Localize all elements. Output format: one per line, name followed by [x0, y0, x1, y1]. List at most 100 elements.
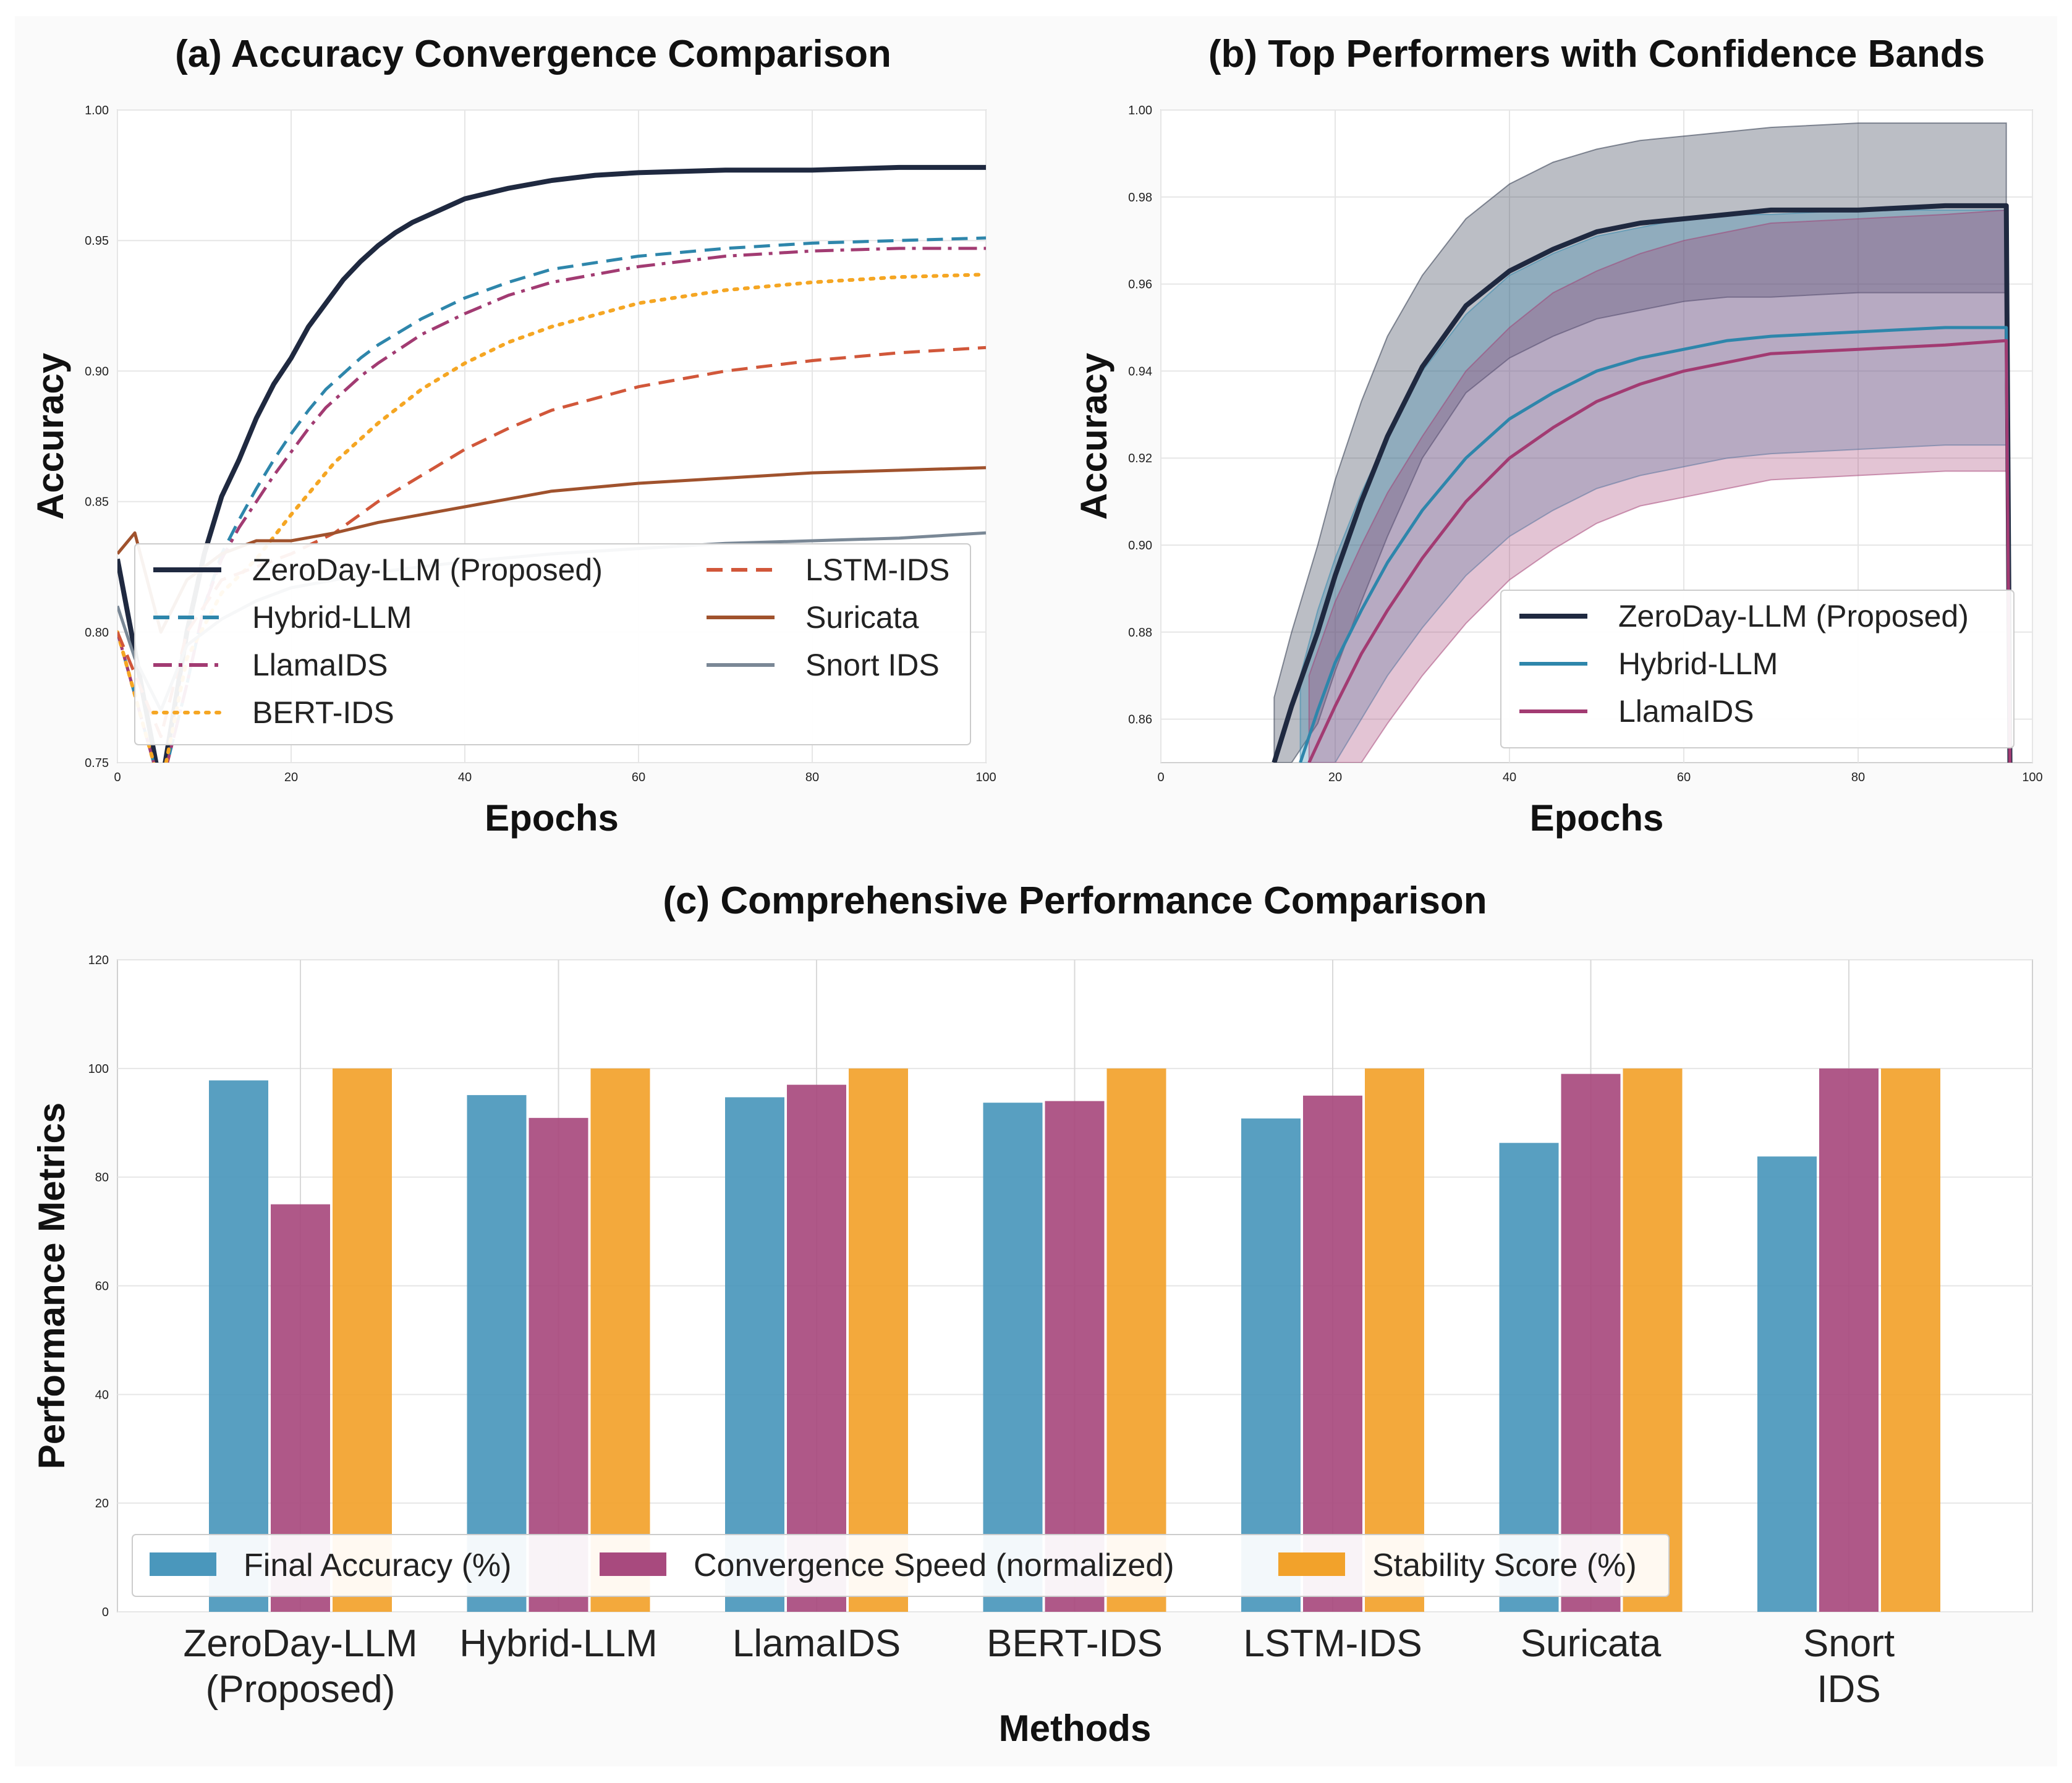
- y-tick-label: 0.88: [1128, 626, 1152, 640]
- x-axis-label: Epochs: [1530, 797, 1664, 839]
- legend-label-lstm: LSTM-IDS: [805, 553, 949, 587]
- bar-bar_stability: [590, 1068, 650, 1612]
- series-line-zeroday: [117, 164, 986, 763]
- y-tick-label: 40: [95, 1388, 109, 1402]
- bar-bar_accuracy: [209, 1080, 268, 1612]
- category-label: IDS: [1817, 1668, 1880, 1711]
- category-label: BERT-IDS: [987, 1622, 1163, 1665]
- chart-a: 0 20 40 60 80 100 0.75 0.80 0.85 0.90 0.95 1.00 (a) …: [30, 33, 996, 839]
- bar-bar_stability: [1365, 1068, 1424, 1612]
- y-tick-label: 100: [88, 1062, 109, 1076]
- legend-label-hybrid: Hybrid-LLM: [252, 600, 412, 635]
- y-tick-label: 0: [102, 1606, 109, 1619]
- bar-bar_speed: [1303, 1095, 1362, 1612]
- chart-title: (b) Top Performers with Confidence Bands: [1208, 33, 1985, 75]
- category-label: Snort: [1803, 1622, 1895, 1665]
- legend-swatch-bar_stability: [1278, 1552, 1345, 1576]
- x-tick-label: 80: [805, 771, 819, 784]
- x-tick-label: 100: [2022, 771, 2042, 784]
- legend-label-bert: BERT-IDS: [252, 695, 394, 730]
- y-tick-label: 120: [88, 954, 109, 967]
- bar-bar_accuracy: [725, 1097, 784, 1612]
- y-tick-label: 1.00: [85, 104, 109, 117]
- bar-bar_accuracy: [467, 1095, 527, 1612]
- bar-bar_accuracy: [1757, 1156, 1817, 1612]
- bar-bar_speed: [787, 1085, 846, 1612]
- series-line-zeroday: [1272, 203, 2013, 763]
- bar-bar_speed: [1561, 1074, 1621, 1612]
- chart-b: 0 20 40 60 80 100 0.86 0.88 0.90 0.92 0.94 0.96 0.98…: [1073, 33, 2043, 839]
- legend-box: [1500, 590, 2015, 748]
- x-axis-label: Methods: [999, 1708, 1152, 1749]
- x-tick-label: 40: [458, 771, 472, 784]
- bar-bar_accuracy: [983, 1103, 1043, 1612]
- legend: ZeroDay-LLM (Proposed) Hybrid-LLM LlamaIDS: [1500, 590, 2015, 748]
- legend-box: [134, 543, 971, 745]
- category-label: (Proposed): [206, 1668, 396, 1711]
- bar-bar_stability: [1623, 1068, 1683, 1612]
- bar-bar_stability: [1106, 1068, 1166, 1612]
- legend-label-hybrid: Hybrid-LLM: [1618, 646, 1778, 681]
- x-tick-label: 0: [1157, 771, 1164, 784]
- y-tick-label: 0.86: [1128, 713, 1152, 727]
- series-line-hybrid: [117, 236, 986, 763]
- x-tick-label: 100: [975, 771, 996, 784]
- y-tick-label: 0.95: [85, 234, 109, 248]
- category-label: LlamaIDS: [732, 1622, 901, 1665]
- legend-label-zeroday: ZeroDay-LLM (Proposed): [252, 553, 603, 587]
- bar-bar_speed: [1045, 1101, 1105, 1612]
- y-tick-label: 0.90: [85, 365, 109, 378]
- bar-bar_stability: [1881, 1068, 1940, 1612]
- x-tick-label: 80: [1851, 771, 1865, 784]
- y-tick-label: 0.80: [85, 626, 109, 640]
- chart-c: 0 20 40 60 80 100 120 ZeroDay-LLM(Proposed) Hybr…: [31, 879, 2033, 1749]
- y-tick-label: 0.92: [1128, 452, 1152, 465]
- series-line-hybrid: [1299, 326, 2012, 763]
- bar-bar_stability: [849, 1068, 908, 1612]
- series-layer: [1272, 122, 2013, 763]
- legend-label-llama: LlamaIDS: [252, 648, 388, 682]
- category-label: LSTM-IDS: [1243, 1622, 1422, 1665]
- x-axis-label: Epochs: [485, 797, 619, 839]
- legend-label-bar_speed: Convergence Speed (normalized): [694, 1548, 1174, 1583]
- y-tick-label: 20: [95, 1497, 109, 1510]
- y-tick-label: 0.90: [1128, 539, 1152, 553]
- bar-bar_speed: [1819, 1068, 1879, 1612]
- x-tick-label: 40: [1503, 771, 1516, 784]
- chart-title: (a) Accuracy Convergence Comparison: [175, 33, 891, 75]
- legend-label-bar_accuracy: Final Accuracy (%): [244, 1548, 511, 1583]
- bar-bar_speed: [529, 1117, 588, 1612]
- legend-swatch-bar_speed: [600, 1552, 666, 1576]
- y-axis-label: Accuracy: [30, 352, 71, 520]
- y-tick-label: 1.00: [1128, 104, 1152, 117]
- y-tick-label: 0.94: [1128, 365, 1152, 378]
- y-tick-label: 0.98: [1128, 191, 1152, 205]
- legend-label-snort: Snort IDS: [805, 648, 940, 682]
- legend-box: [132, 1534, 1670, 1597]
- chart-title: (c) Comprehensive Performance Comparison: [663, 879, 1487, 922]
- y-tick-label: 60: [95, 1280, 109, 1294]
- legend-label-zeroday: ZeroDay-LLM (Proposed): [1618, 599, 1969, 633]
- y-tick-label: 0.75: [85, 756, 109, 770]
- x-tick-label: 60: [632, 771, 645, 784]
- y-tick-label: 0.96: [1128, 278, 1152, 292]
- legend: Final Accuracy (%) Convergence Speed (nor…: [132, 1534, 1670, 1597]
- x-tick-label: 20: [1328, 771, 1342, 784]
- legend-label-llama: LlamaIDS: [1618, 694, 1754, 729]
- legend-swatch-bar_accuracy: [150, 1552, 216, 1576]
- y-axis-label: Accuracy: [1073, 352, 1115, 520]
- category-label: ZeroDay-LLM: [184, 1622, 418, 1665]
- category-label: Suricata: [1521, 1622, 1662, 1665]
- x-tick-label: 60: [1677, 771, 1691, 784]
- bar-bar_accuracy: [1499, 1143, 1559, 1612]
- y-tick-label: 0.85: [85, 496, 109, 509]
- x-tick-label: 0: [114, 771, 121, 784]
- category-label: Hybrid-LLM: [459, 1622, 657, 1665]
- bar-bar_stability: [333, 1068, 392, 1612]
- legend-label-suricata: Suricata: [805, 600, 919, 635]
- x-tick-label: 20: [284, 771, 298, 784]
- legend: ZeroDay-LLM (Proposed) Hybrid-LLM LlamaIDS…: [134, 543, 971, 745]
- y-tick-label: 80: [95, 1171, 109, 1185]
- bar-bar_accuracy: [1241, 1118, 1301, 1612]
